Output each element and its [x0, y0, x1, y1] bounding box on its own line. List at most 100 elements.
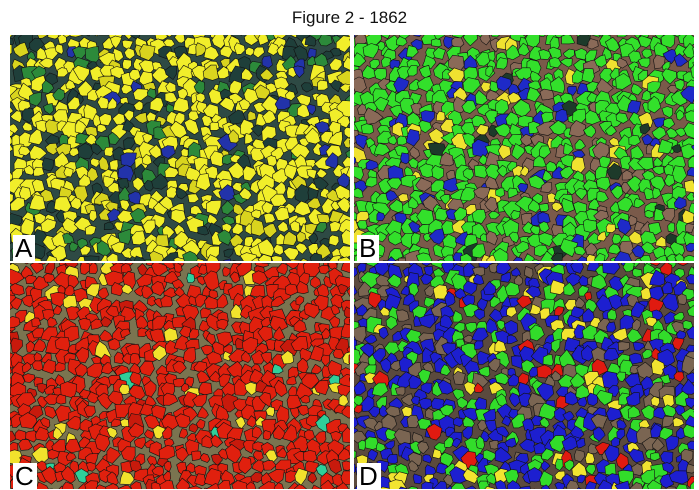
grain-cell: [263, 212, 276, 224]
grain-cell: [518, 392, 531, 408]
grain-cell: [24, 263, 29, 265]
grain-cell: [619, 155, 632, 171]
grain-cell: [527, 467, 544, 483]
grain-cell: [615, 452, 629, 470]
grain-cell: [682, 424, 694, 439]
grain-cell: [661, 207, 676, 222]
grain-cell: [84, 480, 98, 489]
grain-cell: [484, 486, 495, 489]
grain-cell: [531, 258, 541, 261]
grain-cell: [217, 479, 231, 489]
grain-cell: [637, 35, 653, 48]
grain-cell: [252, 46, 265, 59]
grain-cell: [372, 348, 386, 364]
grain-cell: [166, 186, 178, 199]
grain-cell: [219, 45, 233, 59]
grain-cell: [649, 269, 665, 286]
grain-cell: [10, 473, 13, 483]
grain-cell: [54, 43, 64, 55]
grain-cell: [233, 42, 246, 55]
grain-cell: [368, 405, 380, 418]
grain-cell: [74, 363, 89, 377]
grain-cell: [574, 296, 586, 308]
grain-cell: [107, 338, 121, 351]
grain-cell: [596, 389, 613, 406]
panel-label-c: C: [13, 463, 37, 489]
grain-cell: [432, 448, 442, 460]
grain-cell: [594, 54, 608, 68]
grain-cell: [327, 130, 343, 147]
grain-cell: [132, 88, 149, 102]
grain-cell: [335, 35, 350, 53]
grain-cell: [148, 196, 160, 210]
grain-cell: [296, 280, 309, 295]
grain-cell: [407, 157, 419, 169]
grain-cell: [106, 208, 122, 223]
grain-cell: [379, 357, 392, 374]
grain-cell: [106, 446, 121, 464]
grain-cell: [158, 195, 174, 211]
grain-cell: [238, 456, 252, 475]
grain-cell: [496, 319, 506, 331]
grain-cell: [610, 436, 620, 448]
grain-cell: [341, 229, 350, 246]
grain-cell: [463, 381, 477, 396]
grain-cell: [315, 222, 328, 233]
grain-cell: [175, 187, 188, 200]
grain-cell: [452, 370, 466, 385]
grain-cell: [570, 425, 585, 439]
grain-cell: [425, 423, 443, 441]
grain-cell: [37, 35, 49, 39]
grain-cell: [329, 57, 343, 71]
grain-cell: [413, 35, 422, 38]
grain-cell: [616, 419, 627, 430]
grain-cell: [649, 263, 661, 267]
grain-cell: [510, 210, 521, 220]
grain-cell: [410, 395, 420, 406]
grain-cell: [47, 35, 59, 40]
grain-cell: [311, 484, 323, 489]
grain-cell: [673, 53, 689, 67]
grain-cell: [40, 417, 51, 429]
grain-cell: [216, 331, 233, 348]
grain-cell: [519, 485, 531, 489]
grain-cell: [289, 220, 301, 233]
grain-cell: [286, 185, 297, 200]
grain-cell: [354, 187, 364, 199]
grain-cell: [422, 454, 433, 464]
grain-cell: [471, 209, 487, 224]
grain-cell: [106, 252, 119, 261]
grain-cell: [90, 143, 103, 156]
grain-cell: [378, 326, 389, 340]
grain-cell: [527, 121, 541, 135]
grain-cell: [508, 392, 522, 408]
grain-cell: [273, 207, 290, 222]
grain-cell: [629, 482, 644, 489]
grain-cell: [661, 106, 674, 119]
grain-cell: [173, 335, 191, 351]
grain-cell: [127, 422, 145, 438]
grain-cell: [528, 199, 542, 213]
grain-cell: [216, 318, 229, 331]
grain-cell: [223, 248, 234, 258]
grain-cell: [110, 35, 123, 49]
grain-cell: [661, 293, 679, 312]
grain-cell: [465, 485, 477, 489]
grain-cell: [384, 428, 397, 441]
grain-cell: [228, 129, 240, 144]
grain-cell: [10, 365, 13, 375]
grain-cell: [435, 110, 446, 122]
grain-cell: [186, 272, 196, 284]
grain-cell: [57, 67, 69, 78]
grain-cell: [29, 263, 44, 274]
grain-cell: [408, 196, 419, 210]
grain-cell: [204, 296, 218, 310]
grain-cell: [78, 174, 91, 188]
grain-cell: [507, 187, 519, 199]
grain-cell: [382, 260, 391, 261]
grain-cell: [348, 52, 350, 59]
grain-cell: [494, 372, 511, 385]
grain-cell: [238, 187, 253, 201]
segmentation-map-d: [354, 263, 694, 489]
grain-cell: [628, 135, 641, 146]
